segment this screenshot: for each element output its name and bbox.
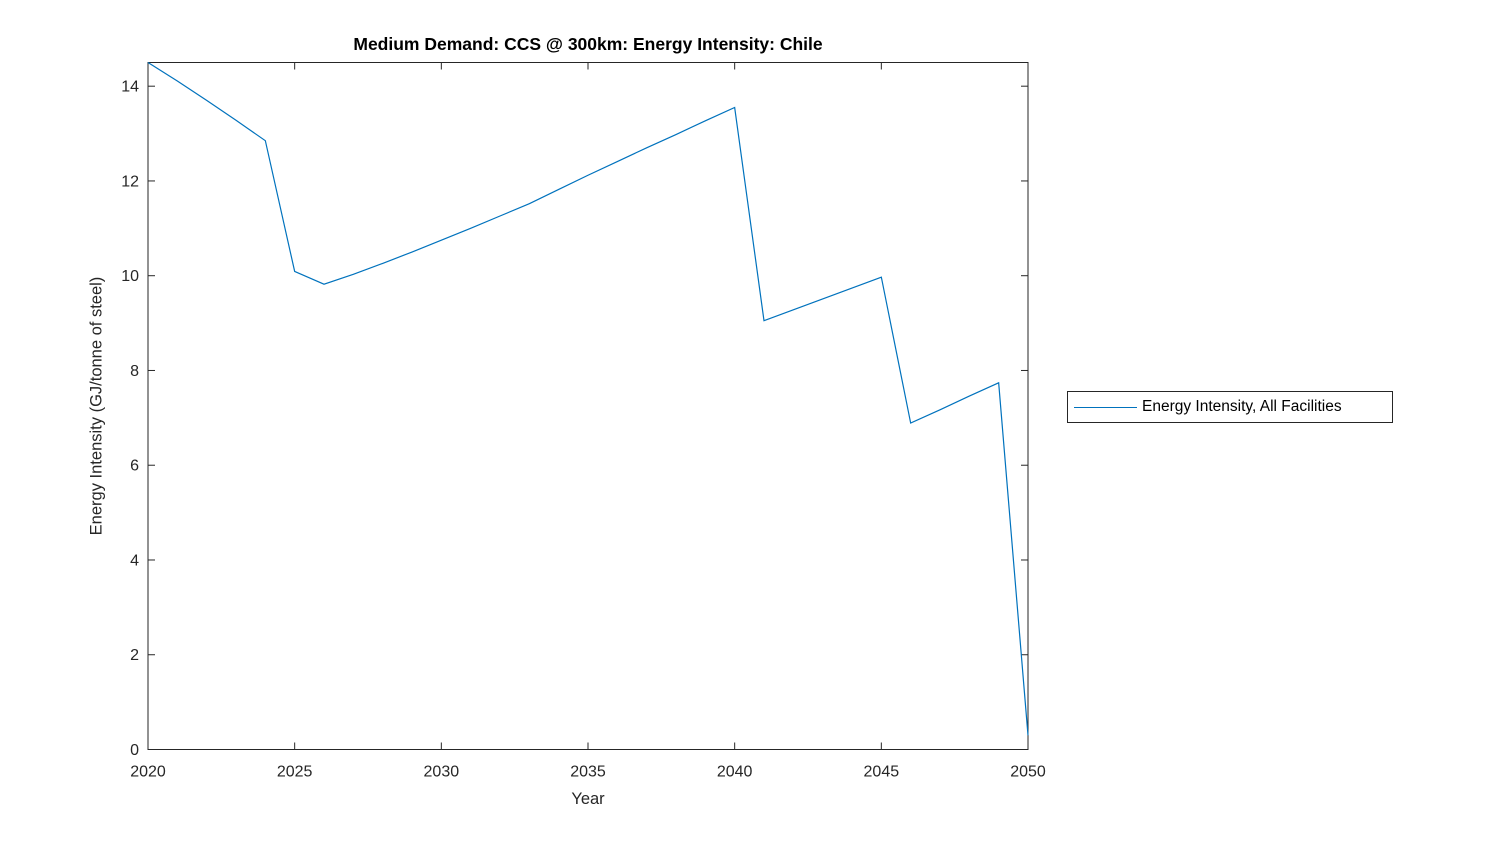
x-tick-label: 2020: [130, 764, 166, 781]
chart-title: Medium Demand: CCS @ 300km: Energy Inten…: [353, 34, 823, 54]
y-tick-label: 4: [130, 552, 139, 569]
y-tick-label: 8: [130, 363, 139, 380]
y-tick-label: 6: [130, 458, 139, 475]
y-tick-label: 2: [130, 647, 139, 664]
x-tick-label: 2025: [277, 764, 313, 781]
y-tick-label: 10: [121, 268, 139, 285]
x-tick-label: 2050: [1010, 764, 1046, 781]
y-tick-label: 14: [121, 79, 139, 96]
x-tick-label: 2030: [424, 764, 460, 781]
legend-line-sample: [1074, 406, 1137, 408]
data-line: [147, 61, 1029, 736]
axes-box: [147, 62, 1029, 750]
y-tick-label: 0: [130, 742, 139, 759]
y-axis-label: Energy Intensity (GJ/tonne of steel): [87, 276, 106, 536]
legend: Energy Intensity, All Facilities: [1067, 391, 1393, 423]
x-tick-label: 2035: [570, 764, 606, 781]
legend-label: Energy Intensity, All Facilities: [1142, 398, 1342, 415]
x-axis-label: Year: [571, 790, 605, 808]
y-tick-label: 12: [121, 173, 139, 190]
x-tick-label: 2040: [717, 764, 753, 781]
x-tick-label: 2045: [864, 764, 900, 781]
